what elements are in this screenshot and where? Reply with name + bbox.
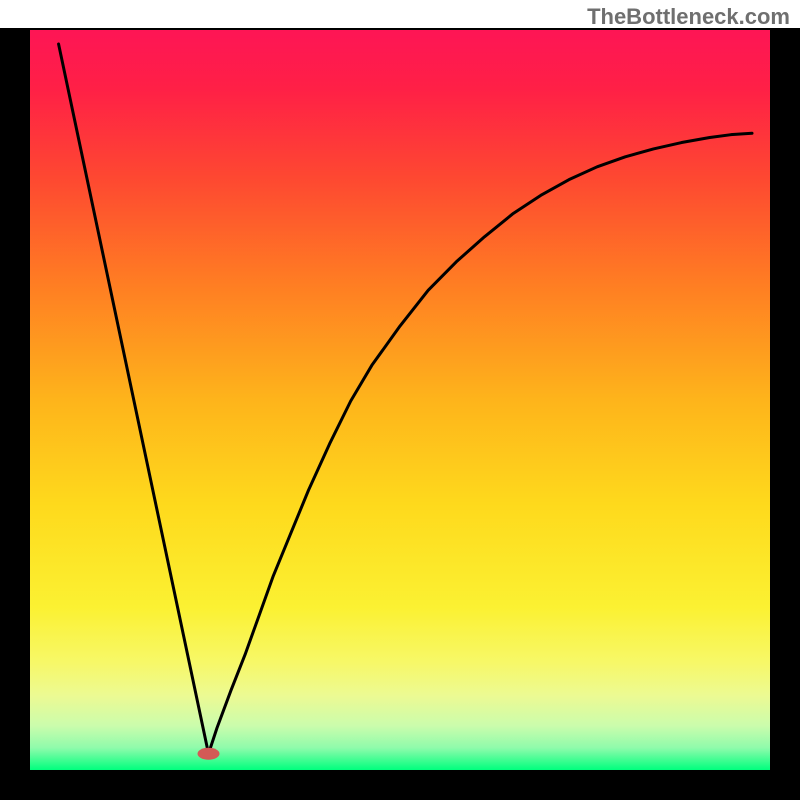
plot-background bbox=[30, 30, 770, 770]
minimum-marker bbox=[198, 748, 220, 760]
chart-container: TheBottleneck.com bbox=[0, 0, 800, 800]
chart-svg bbox=[0, 0, 800, 800]
